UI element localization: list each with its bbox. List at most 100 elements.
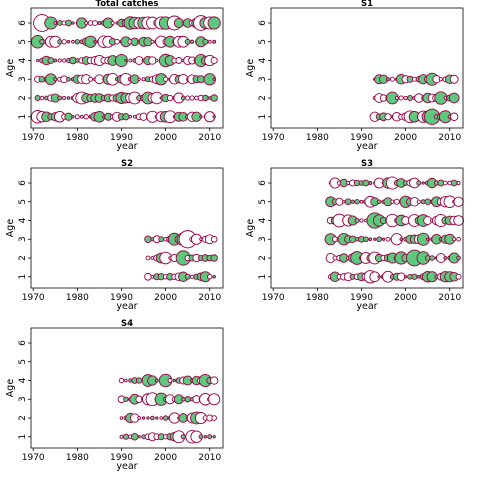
bubble-marker [132, 114, 137, 119]
bubble-marker [190, 39, 195, 44]
bubble-marker [212, 115, 216, 119]
bubble-marker [141, 416, 146, 420]
bubble-marker [71, 115, 75, 119]
x-tick-label: 1970 [22, 293, 45, 303]
bubble-marker [384, 113, 392, 121]
bubble-marker [53, 58, 58, 63]
bubble-marker [342, 200, 346, 204]
bubble-marker [130, 433, 139, 441]
plot-frame [30, 327, 224, 449]
y-tick-label: 4 [258, 57, 268, 63]
bubble-marker [123, 396, 129, 402]
x-tick-label: 2010 [198, 133, 221, 143]
bubble-marker [166, 94, 174, 102]
bubble-marker [66, 76, 71, 82]
bubble-marker [453, 196, 464, 207]
y-tick-label: 5 [258, 199, 268, 205]
bubble-marker [376, 199, 382, 205]
bubble-marker [199, 115, 203, 119]
bubble-marker [71, 21, 75, 25]
panel-3: S2 1970 1980 1990 2000 2010 1 2 3 4 5 6 year Age [5, 159, 224, 312]
x-tick-label: 2010 [198, 293, 221, 303]
bubble-marker [212, 39, 217, 44]
bubble-marker [66, 40, 71, 44]
bubble-marker [424, 198, 431, 206]
bubble-marker [128, 115, 133, 119]
y-tick-label: 6 [18, 180, 28, 186]
bubble-marker [124, 378, 128, 383]
bubble-marker [64, 112, 73, 121]
bubble-marker [122, 433, 129, 440]
bubble-marker [128, 58, 133, 63]
bubble-marker [93, 39, 97, 44]
y-tick-label: 5 [18, 359, 28, 365]
bubble-marker [135, 377, 143, 384]
bubble-marker [438, 77, 444, 82]
x-tick-label: 2010 [438, 133, 461, 143]
y-tick-label: 5 [258, 39, 268, 45]
bubble-marker [443, 96, 448, 100]
x-tick-label: 1970 [22, 133, 45, 143]
bubble-marker [381, 237, 386, 241]
bubble-marker [359, 199, 364, 204]
panel-title: S1 [361, 0, 373, 9]
bubble-series [117, 373, 221, 444]
y-tick-label: 3 [258, 76, 268, 82]
bubble-marker [455, 273, 462, 280]
x-tick-label: 2010 [198, 453, 221, 463]
y-tick-label: 1 [18, 434, 28, 440]
x-tick-label: 2010 [438, 293, 461, 303]
panel-2: S1 1970 1980 1990 2000 2010 1 2 3 4 5 6 year Age [245, 0, 464, 152]
bubble-marker [74, 39, 80, 45]
bubble-marker [453, 215, 464, 226]
bubble-marker [207, 274, 213, 280]
bubble-marker [137, 416, 142, 420]
bubble-marker [110, 21, 115, 25]
bubble-marker [56, 20, 63, 26]
x-tick-label: 1980 [66, 133, 89, 143]
bubble-marker [202, 38, 209, 45]
bubble-marker [212, 77, 216, 81]
x-axis-label: year [116, 461, 137, 472]
bubble-marker [189, 95, 195, 101]
bubble-marker [189, 274, 195, 279]
x-tick-label: 1980 [306, 133, 329, 143]
plot-frame [30, 167, 224, 289]
x-tick-label: 1980 [66, 453, 89, 463]
bubble-marker [57, 58, 62, 63]
x-tick-label: 1970 [262, 133, 285, 143]
bubble-marker [61, 39, 67, 45]
y-tick-label: 4 [18, 217, 28, 223]
bubble-marker [359, 218, 364, 223]
bubble-marker [376, 236, 382, 243]
panel-title: S4 [121, 319, 133, 329]
bubble-marker [207, 39, 212, 44]
y-tick-label: 5 [18, 199, 28, 205]
x-axis-label: year [116, 141, 137, 152]
y-tick-label: 1 [18, 274, 28, 280]
bubble-marker [162, 415, 169, 421]
bubble-marker [203, 435, 208, 439]
bubble-marker [407, 95, 414, 101]
bubble-marker [180, 95, 186, 101]
bubble-marker [202, 94, 209, 102]
bubble-marker [159, 416, 163, 420]
bubble-marker [119, 434, 124, 439]
bubble-marker [210, 56, 218, 65]
y-axis-label: Age [5, 59, 16, 78]
y-tick-label: 6 [18, 20, 28, 26]
y-tick-label: 2 [258, 95, 268, 101]
bubble-marker [210, 94, 218, 102]
bubble-marker [145, 255, 151, 261]
bubble-marker [421, 181, 425, 185]
y-axis-label: Age [245, 59, 256, 78]
bubble-marker [114, 38, 120, 45]
x-tick-label: 1990 [350, 133, 373, 143]
bubble-marker [83, 114, 89, 120]
bubble-marker [150, 415, 155, 421]
bubble-marker [198, 434, 204, 440]
x-tick-label: 2000 [154, 293, 177, 303]
bubble-marker [144, 272, 152, 281]
bubble-marker [456, 181, 461, 185]
bubble-marker [416, 199, 422, 204]
